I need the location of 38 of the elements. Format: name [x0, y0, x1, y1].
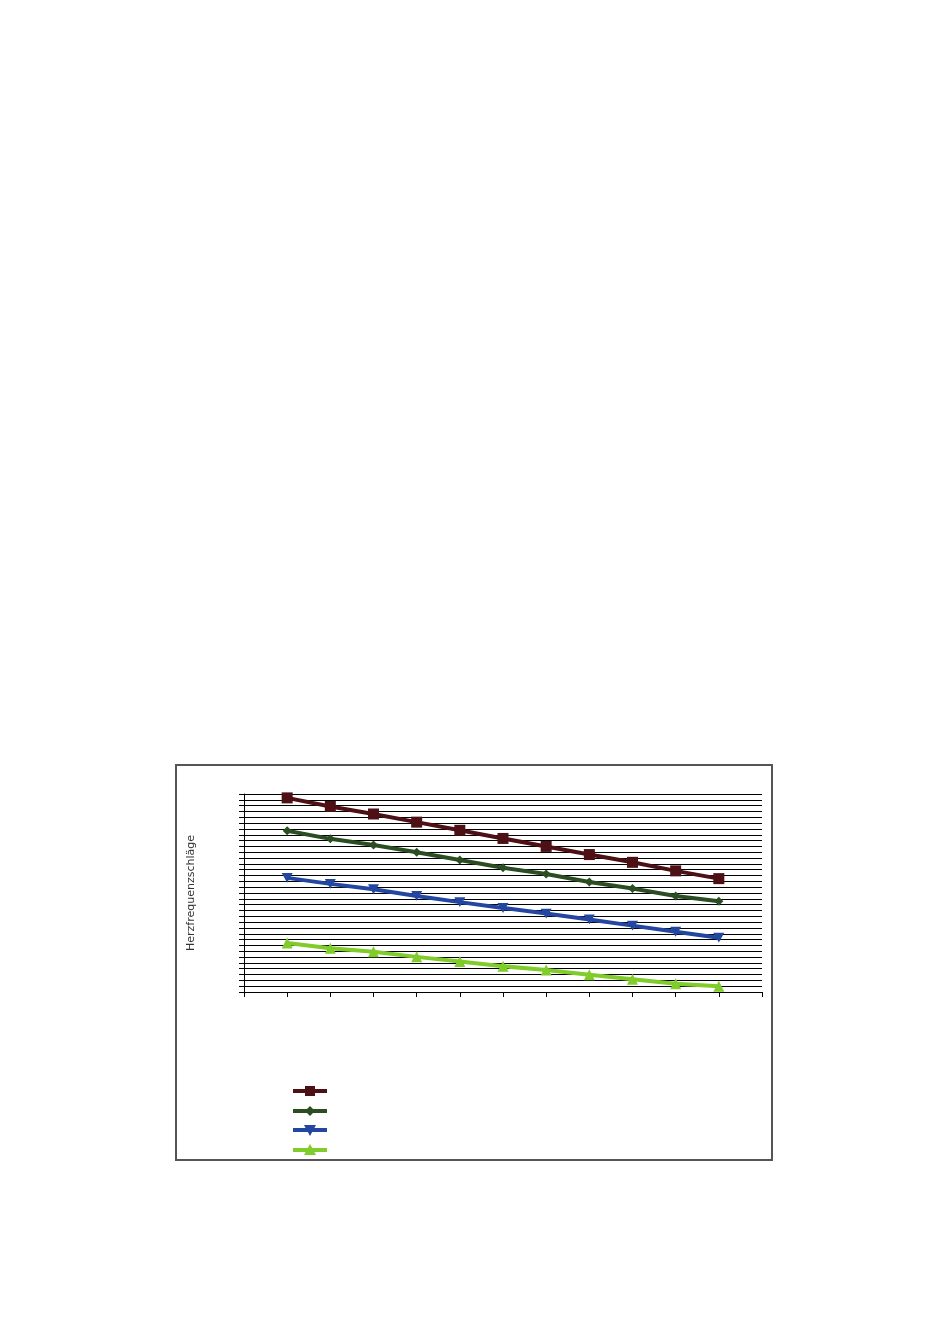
point: [324, 942, 336, 954]
point: [497, 960, 509, 972]
point: [714, 896, 724, 906]
point: [281, 792, 293, 804]
point: [324, 800, 336, 812]
point: [497, 832, 509, 844]
point: [583, 849, 595, 861]
point: [540, 840, 552, 852]
point: [713, 980, 725, 992]
point: [454, 897, 466, 908]
point: [281, 872, 293, 883]
point: [628, 884, 637, 894]
point: [627, 973, 638, 985]
point: [583, 914, 595, 925]
point: [627, 920, 638, 931]
point: [368, 808, 379, 820]
y-axis-title: Herzfrequenzschläge: [184, 834, 197, 952]
point: [497, 903, 509, 913]
point: [670, 926, 682, 937]
point: [411, 890, 423, 901]
point: [540, 964, 552, 976]
point: [411, 951, 423, 963]
point: [411, 816, 423, 828]
point: [454, 824, 466, 836]
point: [583, 969, 595, 981]
point: [454, 956, 466, 968]
point: [324, 878, 336, 889]
point: [369, 840, 378, 850]
point: [368, 946, 379, 958]
point: [540, 908, 552, 919]
point: [713, 932, 725, 943]
point: [368, 884, 379, 895]
point: [282, 826, 292, 836]
point: [713, 873, 725, 885]
point: [627, 856, 638, 868]
point: [281, 937, 293, 949]
point: [670, 865, 682, 877]
point: [670, 978, 682, 990]
